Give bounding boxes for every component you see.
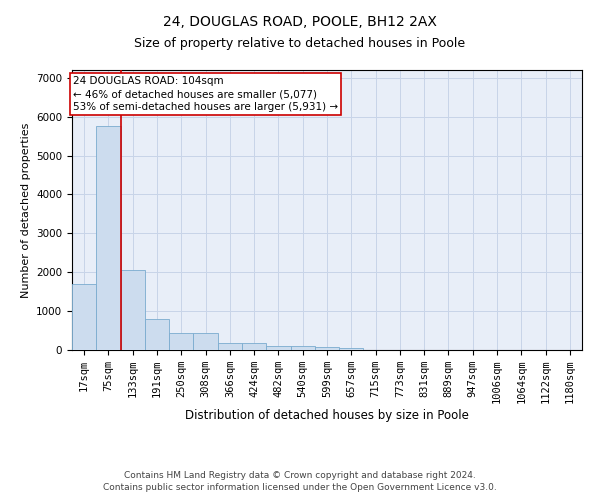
Bar xyxy=(290,346,315,350)
Bar xyxy=(96,126,121,350)
Bar xyxy=(72,284,96,350)
Bar xyxy=(315,347,339,350)
Bar xyxy=(339,348,364,350)
Bar xyxy=(169,332,193,350)
X-axis label: Distribution of detached houses by size in Poole: Distribution of detached houses by size … xyxy=(185,409,469,422)
Bar xyxy=(145,319,169,350)
Text: 24, DOUGLAS ROAD, POOLE, BH12 2AX: 24, DOUGLAS ROAD, POOLE, BH12 2AX xyxy=(163,15,437,29)
Bar xyxy=(218,343,242,350)
Bar xyxy=(242,344,266,350)
Text: 24 DOUGLAS ROAD: 104sqm
← 46% of detached houses are smaller (5,077)
53% of semi: 24 DOUGLAS ROAD: 104sqm ← 46% of detache… xyxy=(73,76,338,112)
Bar xyxy=(193,332,218,350)
Text: Contains HM Land Registry data © Crown copyright and database right 2024.
Contai: Contains HM Land Registry data © Crown c… xyxy=(103,470,497,492)
Text: Size of property relative to detached houses in Poole: Size of property relative to detached ho… xyxy=(134,38,466,51)
Bar xyxy=(121,270,145,350)
Y-axis label: Number of detached properties: Number of detached properties xyxy=(20,122,31,298)
Bar xyxy=(266,346,290,350)
